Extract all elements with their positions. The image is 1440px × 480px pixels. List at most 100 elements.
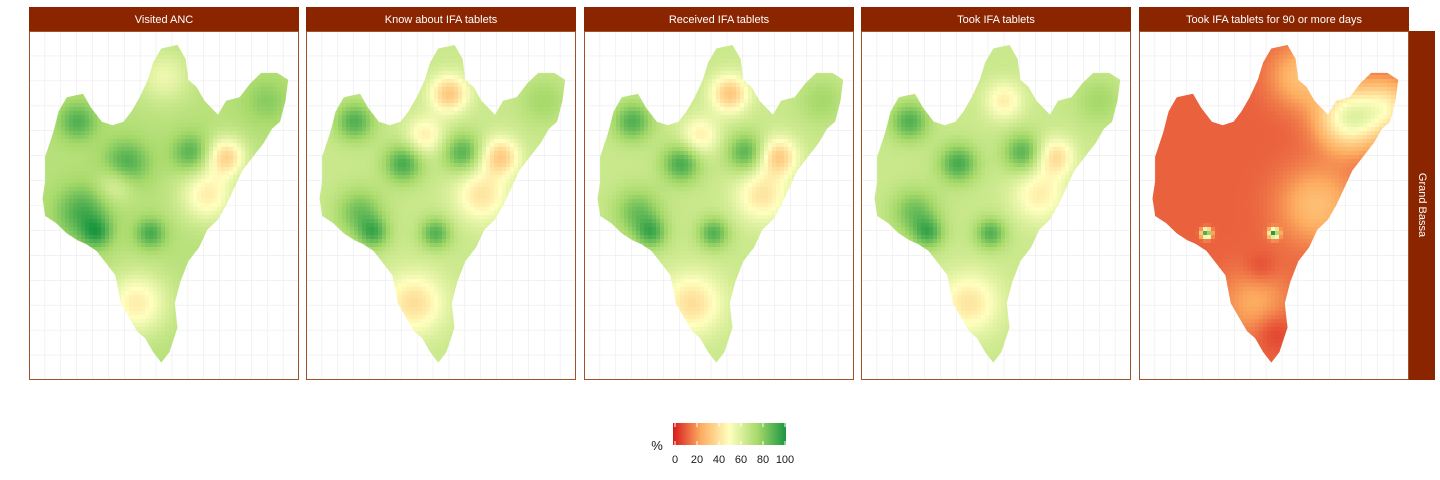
heat-cell	[65, 111, 70, 116]
heat-cell	[53, 215, 58, 220]
heat-cell	[153, 79, 158, 84]
heat-cell	[177, 179, 182, 184]
heat-cell	[129, 291, 134, 296]
heat-cell	[77, 103, 82, 108]
heat-cell	[277, 111, 282, 116]
heat-cell	[189, 211, 194, 216]
heat-cell	[201, 147, 206, 152]
heat-cell	[69, 155, 74, 160]
heat-cell	[89, 219, 94, 224]
heat-cell	[181, 119, 186, 124]
heat-cell	[97, 187, 102, 192]
heat-cell	[89, 175, 94, 180]
heat-cell	[73, 147, 78, 152]
heat-cell	[125, 307, 130, 312]
heat-cell	[125, 135, 130, 140]
heat-cell	[173, 95, 178, 100]
heat-cell	[165, 123, 170, 128]
heat-cell	[225, 107, 230, 112]
heat-cell	[193, 131, 198, 136]
heat-cell	[213, 175, 218, 180]
heat-cell	[133, 147, 138, 152]
heat-cell	[45, 187, 50, 192]
heat-cell	[93, 191, 98, 196]
heat-cell	[265, 83, 270, 88]
heat-cell	[57, 207, 62, 212]
heat-cell	[129, 219, 134, 224]
heat-cell	[277, 103, 282, 108]
heat-cell	[253, 139, 258, 144]
heat-cell	[141, 183, 146, 188]
heat-cell	[197, 159, 202, 164]
heat-cell	[173, 227, 178, 232]
heat-cell	[169, 87, 174, 92]
heat-cell	[113, 155, 118, 160]
heat-cell	[181, 67, 186, 72]
heat-cell	[173, 107, 178, 112]
heat-cell	[137, 123, 142, 128]
heat-cell	[109, 187, 114, 192]
heat-cell	[89, 227, 94, 232]
heat-cell	[97, 211, 102, 216]
heat-cell	[213, 183, 218, 188]
heat-cell	[281, 79, 286, 84]
heat-cell	[193, 239, 198, 244]
heat-cell	[177, 219, 182, 224]
heat-cell	[269, 103, 274, 108]
heat-cell	[165, 207, 170, 212]
heat-cell	[85, 211, 90, 216]
heat-cell	[185, 83, 190, 88]
heat-cell	[93, 219, 98, 224]
heat-cell	[65, 199, 70, 204]
heat-cell	[189, 167, 194, 172]
heat-cell	[133, 287, 138, 292]
heat-cell	[185, 139, 190, 144]
heat-cell	[245, 135, 250, 140]
heat-cell	[77, 223, 82, 228]
heat-cell	[193, 87, 198, 92]
heat-cell	[145, 303, 150, 308]
heat-cell	[77, 107, 82, 112]
heat-cell	[173, 223, 178, 228]
heat-cell	[197, 127, 202, 132]
heat-cell	[65, 175, 70, 180]
heat-cell	[141, 123, 146, 128]
heat-cell	[149, 159, 154, 164]
heat-cell	[149, 303, 154, 308]
heat-cell	[233, 119, 238, 124]
heat-cell	[73, 107, 78, 112]
heat-cell	[121, 291, 126, 296]
heat-cell	[93, 167, 98, 172]
heat-cell	[205, 223, 210, 228]
heat-cell	[61, 103, 66, 108]
heat-cell	[193, 103, 198, 108]
heat-cell	[153, 279, 158, 284]
heat-cell	[141, 279, 146, 284]
heat-cell	[225, 123, 230, 128]
heat-cell	[73, 235, 78, 240]
heat-cell	[177, 235, 182, 240]
heat-cell	[73, 227, 78, 232]
heat-cell	[137, 231, 142, 236]
heat-cell	[129, 143, 134, 148]
heat-cell	[149, 255, 154, 260]
heat-cell	[117, 267, 122, 272]
heat-cell	[165, 335, 170, 340]
heat-cell	[113, 143, 118, 148]
heat-cell	[165, 331, 170, 336]
heat-cell	[173, 155, 178, 160]
heat-cell	[161, 195, 166, 200]
heat-cell	[113, 175, 118, 180]
heat-cell	[189, 179, 194, 184]
heat-cell	[229, 119, 234, 124]
heat-cell	[89, 139, 94, 144]
heat-cell	[53, 179, 58, 184]
heat-cell	[145, 79, 150, 84]
heat-cell	[101, 187, 106, 192]
heat-cell	[137, 179, 142, 184]
heat-cell	[81, 187, 86, 192]
heat-cell	[209, 111, 214, 116]
heat-cell	[153, 219, 158, 224]
heat-cell	[257, 111, 262, 116]
heat-cell	[77, 147, 82, 152]
